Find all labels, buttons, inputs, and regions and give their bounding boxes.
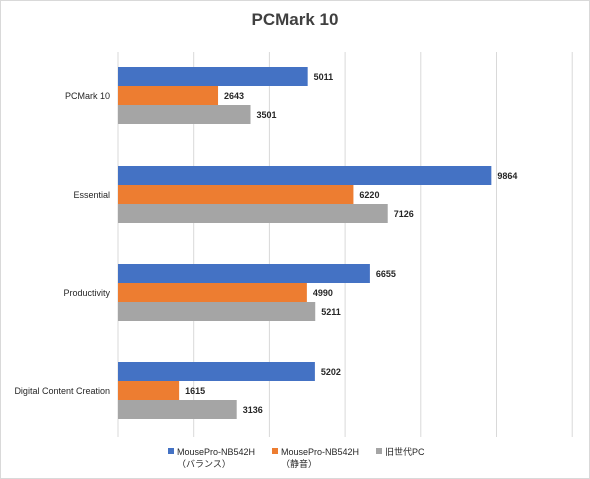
bar-series1-cat1: [118, 185, 354, 204]
bar-series1-cat2: [118, 283, 307, 302]
chart-title: PCMark 10: [251, 10, 339, 29]
category-label-digital-content-creation: Digital Content Creation: [14, 386, 110, 396]
bar-series2-cat2: [118, 302, 316, 321]
legend-item-silent: MousePro-NB542H （静音）: [272, 446, 359, 470]
bar-series2-cat1: [118, 204, 388, 223]
legend-sublabel-silent: （静音）: [281, 459, 318, 469]
legend-item-balance: MousePro-NB542H （バランス）: [168, 446, 255, 470]
legend-label-old-pc: 旧世代PC: [385, 447, 425, 457]
data-label-series2-cat0: 3501: [257, 110, 277, 120]
category-label-pcmark10: PCMark 10: [64, 91, 110, 101]
bar-series2-cat3: [118, 400, 237, 419]
legend-label-silent: MousePro-NB542H: [281, 447, 360, 457]
data-label-series1-cat3: 1615: [185, 386, 205, 396]
data-label-series0-cat2: 6655: [376, 269, 396, 279]
data-label-series1-cat2: 4990: [313, 288, 333, 298]
data-label-series0-cat3: 5202: [321, 367, 341, 377]
bar-series0-cat3: [118, 362, 315, 381]
bar-series1-cat3: [118, 381, 180, 400]
legend-sublabel-balance: （バランス）: [177, 459, 231, 469]
bar-series1-cat0: [118, 86, 219, 105]
legend-swatch-balance: [168, 448, 174, 454]
data-label-series2-cat1: 7126: [394, 209, 414, 219]
legend-item-old-pc: 旧世代PC: [376, 446, 425, 458]
data-label-series0-cat0: 5011: [314, 72, 334, 82]
category-label-essential: Essential: [73, 190, 110, 200]
legend-swatch-old-pc: [376, 448, 382, 454]
data-label-series0-cat1: 9864: [497, 171, 517, 181]
data-label-series2-cat3: 3136: [243, 405, 263, 415]
bar-series2-cat0: [118, 105, 251, 124]
bar-series0-cat0: [118, 67, 308, 86]
bar-series0-cat1: [118, 166, 492, 185]
bar-series0-cat2: [118, 264, 370, 283]
data-label-series1-cat0: 2643: [224, 91, 244, 101]
legend-swatch-silent: [272, 448, 278, 454]
data-label-series1-cat1: 6220: [359, 190, 379, 200]
category-label-productivity: Productivity: [63, 288, 110, 298]
legend-label-balance: MousePro-NB542H: [177, 447, 256, 457]
data-label-series2-cat2: 5211: [321, 307, 341, 317]
